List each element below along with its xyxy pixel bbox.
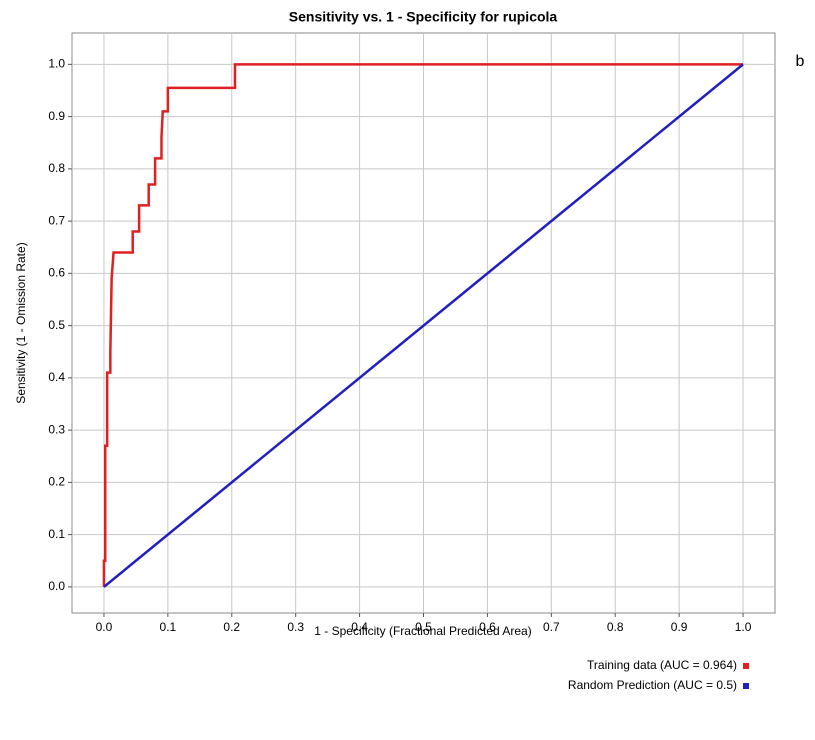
y-tick-label: 0.4 <box>48 370 65 384</box>
panel-letter: b <box>796 53 805 70</box>
x-tick-label: 0.4 <box>351 620 368 634</box>
x-tick-label: 0.1 <box>160 620 177 634</box>
x-tick-label: 0.2 <box>223 620 240 634</box>
legend-label: Random Prediction (AUC = 0.5) <box>568 678 737 692</box>
legend-label: Training data (AUC = 0.964) <box>587 658 737 672</box>
y-tick-label: 0.5 <box>48 318 65 332</box>
y-tick-label: 0.9 <box>48 109 65 123</box>
legend-swatch <box>743 663 749 669</box>
x-tick-label: 0.3 <box>287 620 304 634</box>
x-tick-label: 1.0 <box>735 620 752 634</box>
y-tick-label: 0.0 <box>48 579 65 593</box>
x-tick-label: 0.5 <box>415 620 432 634</box>
y-tick-label: 0.7 <box>48 213 65 227</box>
y-tick-label: 1.0 <box>48 57 65 71</box>
y-tick-label: 0.2 <box>48 475 65 489</box>
y-tick-label: 0.3 <box>48 422 65 436</box>
x-tick-label: 0.8 <box>607 620 624 634</box>
x-axis-label: 1 - Specificity (Fractional Predicted Ar… <box>314 624 531 638</box>
x-tick-label: 0.6 <box>479 620 496 634</box>
series-line <box>103 63 744 588</box>
legend-swatch <box>743 683 749 689</box>
y-axis-label: Sensitivity (1 - Omission Rate) <box>14 242 28 403</box>
y-tick-label: 0.8 <box>48 161 65 175</box>
x-tick-label: 0.9 <box>671 620 688 634</box>
chart-title: Sensitivity vs. 1 - Specificity for rupi… <box>289 9 558 25</box>
series-line <box>102 63 744 587</box>
y-tick-label: 0.6 <box>48 266 65 280</box>
x-tick-label: 0.7 <box>543 620 560 634</box>
x-tick-label: 0.0 <box>96 620 113 634</box>
y-tick-label: 0.1 <box>48 527 65 541</box>
